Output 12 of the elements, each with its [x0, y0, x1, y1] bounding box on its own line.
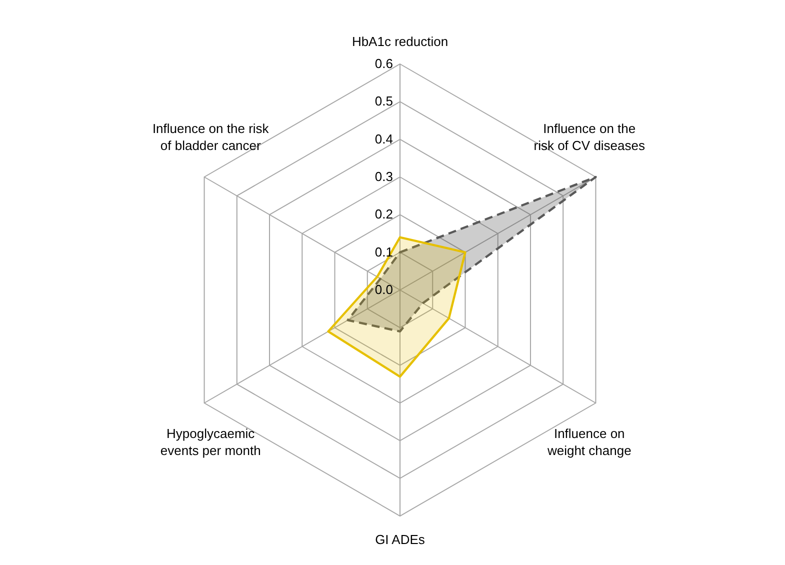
- spoke-label: HbA1c reduction: [352, 34, 448, 49]
- y-tick-label: 0.3: [374, 169, 393, 184]
- spoke-label: Influence on the risk of bladder cancer: [152, 121, 270, 153]
- y-tick-label: 0.2: [374, 206, 393, 222]
- spoke-label: Hypoglycaemic events per month: [160, 426, 261, 458]
- y-tick-label: 0.0: [374, 282, 393, 297]
- y-tick-label: 0.6: [374, 56, 393, 71]
- y-tick-label: 0.4: [374, 131, 393, 146]
- spoke-label: Influence on the risk of CV diseases: [534, 121, 646, 153]
- y-tick-label: 0.5: [374, 94, 393, 109]
- spoke-label: GI ADEs: [375, 532, 426, 547]
- spoke-label: Influence on weight change: [546, 426, 632, 458]
